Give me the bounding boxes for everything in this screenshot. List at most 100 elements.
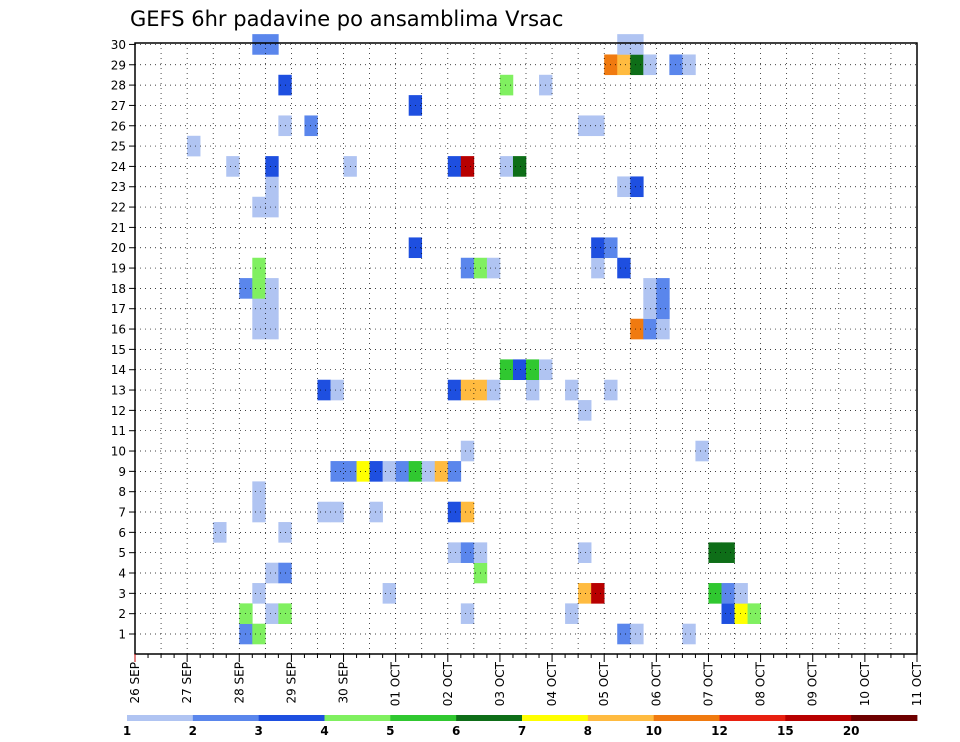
cell-m30-t9 [252, 34, 266, 55]
cell-m3-t35 [591, 583, 605, 604]
y-tick-label-29: 29 [111, 58, 126, 72]
y-tick-label-6: 6 [118, 526, 126, 540]
y-tick-label-16: 16 [111, 323, 126, 337]
cell-m28-t28 [499, 74, 514, 96]
cell-m16-t9 [252, 318, 266, 340]
cell-m23-t38 [630, 176, 644, 198]
cell-m19-t9 [252, 257, 266, 279]
colorbar-label-20: 20 [843, 724, 860, 738]
cell-m13-t30 [526, 379, 540, 401]
colorbar-label-5: 5 [386, 724, 394, 738]
x-tick-label-11: 07 OCT [701, 661, 715, 706]
colorbar-label-1: 1 [123, 724, 131, 738]
cell-m16-t38 [630, 318, 644, 340]
y-tick-label-27: 27 [111, 99, 126, 113]
cell-m24-t29 [512, 156, 527, 177]
cell-m22-t10 [265, 196, 279, 218]
cell-m6-t6 [213, 522, 227, 543]
cell-m16-t39 [643, 318, 657, 340]
cell-m3-t9 [252, 583, 266, 604]
cell-m26-t13 [304, 115, 318, 137]
x-tick-label-14: 10 OCT [858, 661, 872, 706]
cell-m14-t30 [526, 359, 540, 381]
colorbar-swatch-6 [522, 715, 589, 721]
x-tick-label-13: 09 OCT [806, 661, 820, 706]
cell-m17-t40 [656, 298, 670, 320]
y-tick-label-30: 30 [111, 38, 126, 52]
cell-m2-t10 [265, 603, 279, 624]
cell-m9-t18 [369, 461, 383, 482]
y-tick-label-7: 7 [118, 506, 126, 520]
cell-m24-t24 [447, 156, 462, 177]
cell-m24-t10 [265, 156, 279, 177]
cell-m29-t41 [669, 54, 683, 76]
colorbar-label-3: 3 [254, 724, 262, 738]
cell-m9-t24 [447, 461, 462, 482]
cell-m29-t38 [630, 54, 644, 76]
colorbar-swatch-4 [390, 715, 457, 721]
chart-title: GEFS 6hr padavine po ansamblima Vrsac [130, 7, 563, 31]
colorbar-label-12: 12 [711, 724, 728, 738]
y-tick-label-12: 12 [111, 404, 126, 418]
colorbar-swatch-7 [587, 715, 655, 721]
cell-m16-t40 [656, 318, 670, 340]
cell-m18-t9 [252, 278, 266, 299]
y-tick-label-26: 26 [111, 119, 126, 133]
y-tick-label-1: 1 [118, 628, 126, 642]
cell-m7-t9 [252, 501, 266, 523]
x-axis: 26 SEP 27 SEP 28 SEP 29 SEP 30 SEP 01 OCT 02 O… [128, 654, 924, 706]
x-tick-label-12: 08 OCT [754, 661, 768, 706]
cell-m13-t27 [486, 379, 501, 401]
cell-m1-t9 [252, 623, 266, 645]
cell-m9-t20 [395, 461, 409, 482]
cell-m9-t17 [356, 461, 370, 482]
x-tick-label-9: 05 OCT [597, 661, 611, 706]
colorbar-label-6: 6 [452, 724, 460, 738]
cell-m3-t46 [734, 583, 748, 604]
x-tick-label-5: 01 OCT [389, 661, 403, 706]
cell-m1-t38 [630, 623, 644, 645]
colorbar-swatch-11 [851, 715, 918, 721]
y-tick-label-19: 19 [111, 262, 126, 276]
y-tick-label-4: 4 [118, 567, 126, 581]
x-tick-label-6: 02 OCT [441, 661, 455, 706]
cell-m18-t39 [643, 278, 657, 299]
cell-m8-t9 [252, 481, 266, 502]
cell-m10-t25 [460, 440, 475, 462]
y-tick-label-11: 11 [111, 424, 126, 438]
grid-lines [135, 43, 917, 654]
cell-m12-t34 [578, 400, 592, 421]
y-tick-label-28: 28 [111, 79, 126, 93]
y-tick-label-5: 5 [118, 546, 126, 560]
x-tick-label-3: 29 SEP [284, 662, 298, 704]
cell-m22-t9 [252, 196, 266, 218]
y-tick-label-25: 25 [111, 140, 126, 154]
cell-m3-t34 [578, 583, 592, 604]
cell-m24-t7 [226, 156, 240, 177]
y-tick-label-22: 22 [111, 201, 126, 215]
y-tick-label-18: 18 [111, 282, 126, 296]
y-tick-label-8: 8 [118, 485, 126, 499]
cell-m13-t33 [565, 379, 579, 401]
cell-m13-t25 [460, 379, 475, 401]
cell-m13-t24 [447, 379, 462, 401]
colorbar-label-2: 2 [189, 724, 197, 738]
colorbar-label-8: 8 [584, 724, 592, 738]
cell-m19-t27 [486, 257, 501, 279]
x-tick-label-10: 06 OCT [649, 661, 663, 706]
cell-m13-t15 [330, 379, 344, 401]
x-tick-label-8: 04 OCT [545, 661, 559, 706]
cell-m25-t4 [187, 135, 201, 157]
cell-m7-t14 [317, 501, 331, 523]
cell-m29-t39 [643, 54, 657, 76]
x-tick-label-2: 28 SEP [232, 662, 246, 704]
cell-m7-t25 [460, 501, 475, 523]
cell-m30-t37 [617, 34, 631, 55]
x-tick-label-1: 27 SEP [180, 662, 194, 704]
colorbar-label-7: 7 [518, 724, 526, 738]
y-tick-label-3: 3 [118, 587, 126, 601]
colorbar-label-4: 4 [320, 724, 328, 738]
y-tick-label-24: 24 [111, 160, 126, 174]
colorbar-swatch-9 [719, 715, 786, 721]
